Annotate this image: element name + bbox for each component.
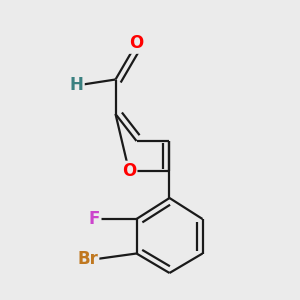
Text: H: H (70, 76, 83, 94)
Text: O: O (129, 34, 144, 52)
Text: F: F (89, 210, 100, 228)
Text: O: O (122, 162, 136, 180)
Text: Br: Br (77, 250, 98, 268)
